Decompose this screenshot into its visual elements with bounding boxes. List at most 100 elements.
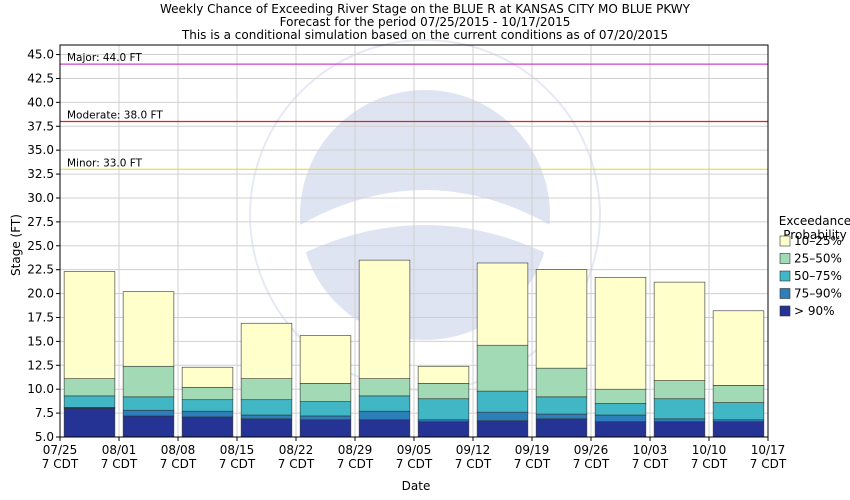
y-tick-label: 32.5 bbox=[27, 167, 54, 181]
bar-segment bbox=[181, 366, 234, 388]
bar-segment bbox=[535, 269, 588, 369]
bar-segment bbox=[712, 402, 765, 421]
y-tick-label: 45.0 bbox=[27, 48, 54, 62]
bar-segment bbox=[63, 271, 116, 379]
bar-segment bbox=[594, 277, 647, 390]
x-tick-label-time: 7 CDT bbox=[573, 457, 610, 471]
x-tick-label-time: 7 CDT bbox=[750, 457, 787, 471]
bar-segment bbox=[299, 419, 352, 438]
bar-segment bbox=[417, 398, 470, 421]
bar-segment bbox=[181, 386, 234, 401]
bar-segment bbox=[122, 291, 175, 367]
bar-segment bbox=[653, 398, 706, 420]
x-tick-label-date: 10/10 bbox=[692, 443, 727, 457]
x-tick-label-date: 09/19 bbox=[515, 443, 550, 457]
bar-segment bbox=[653, 421, 706, 438]
bar-segment bbox=[594, 421, 647, 438]
plot-frame bbox=[59, 44, 769, 438]
threshold-label: Major: 44.0 FT bbox=[67, 52, 142, 64]
bar-segment bbox=[712, 385, 765, 403]
legend-label: 25–50% bbox=[794, 252, 842, 266]
x-tick-label-date: 08/01 bbox=[102, 443, 137, 457]
bar-segment bbox=[653, 418, 706, 423]
bar-segment bbox=[653, 281, 706, 381]
bar-segment bbox=[358, 378, 411, 397]
y-tick-label: 27.5 bbox=[27, 215, 54, 229]
x-tick-label-time: 7 CDT bbox=[632, 457, 669, 471]
bar-segment bbox=[63, 395, 116, 408]
bar-segment bbox=[535, 413, 588, 420]
x-tick-label-date: 08/15 bbox=[220, 443, 255, 457]
y-tick-label: 40.0 bbox=[27, 95, 54, 109]
x-tick-label-time: 7 CDT bbox=[101, 457, 138, 471]
bar-segment bbox=[594, 388, 647, 404]
bar-segment bbox=[122, 415, 175, 438]
bar-segment bbox=[299, 401, 352, 417]
legend-swatch bbox=[779, 235, 791, 247]
y-tick-label: 20.0 bbox=[27, 287, 54, 301]
bar-segment bbox=[476, 344, 529, 392]
bar-segment bbox=[122, 396, 175, 411]
x-tick-label-time: 7 CDT bbox=[278, 457, 315, 471]
bar-segment bbox=[417, 421, 470, 438]
y-tick-label: 15.0 bbox=[27, 334, 54, 348]
legend-title: Exceedance bbox=[779, 214, 850, 228]
y-tick-label: 37.5 bbox=[27, 119, 54, 133]
x-tick-label-date: 09/05 bbox=[397, 443, 432, 457]
y-tick-label: 35.0 bbox=[27, 143, 54, 157]
bar-segment bbox=[535, 418, 588, 438]
y-axis-label: Stage (FT) bbox=[9, 214, 23, 276]
watermark-gull-wing bbox=[300, 190, 550, 255]
bar-segment bbox=[240, 378, 293, 401]
y-tick-label: 12.5 bbox=[27, 358, 54, 372]
legend-swatch bbox=[779, 305, 791, 317]
legend-label: 50–75% bbox=[794, 269, 842, 283]
y-tick-label: 10.0 bbox=[27, 382, 54, 396]
bar-segment bbox=[358, 410, 411, 421]
legend-label: 10–25% bbox=[794, 234, 842, 248]
bar-segment bbox=[122, 409, 175, 417]
bar-segment bbox=[476, 390, 529, 413]
y-tick-label: 25.0 bbox=[27, 239, 54, 253]
threshold-label: Minor: 33.0 FT bbox=[67, 157, 143, 169]
x-axis-label: Date bbox=[402, 479, 431, 493]
x-tick-label-date: 08/29 bbox=[338, 443, 373, 457]
bar-segment bbox=[240, 414, 293, 420]
x-tick-label-time: 7 CDT bbox=[396, 457, 433, 471]
chart-title-line-1: Weekly Chance of Exceeding River Stage o… bbox=[160, 2, 691, 16]
x-tick-label-time: 7 CDT bbox=[42, 457, 79, 471]
bar-segment bbox=[476, 420, 529, 438]
legend-label: > 90% bbox=[794, 304, 835, 318]
threshold-label: Moderate: 38.0 FT bbox=[67, 109, 163, 121]
bar-segment bbox=[63, 408, 116, 438]
bar-segment bbox=[299, 335, 352, 384]
bar-segment bbox=[476, 411, 529, 422]
y-tick-label: 30.0 bbox=[27, 191, 54, 205]
legend-swatch bbox=[779, 253, 791, 264]
bar-segment bbox=[181, 399, 234, 412]
bar-segment bbox=[181, 416, 234, 438]
bar-segment bbox=[594, 403, 647, 416]
bar-segment bbox=[417, 365, 470, 384]
bar-segment bbox=[240, 418, 293, 438]
x-tick-label-time: 7 CDT bbox=[219, 457, 256, 471]
x-tick-label-time: 7 CDT bbox=[455, 457, 492, 471]
bar-segment bbox=[535, 367, 588, 398]
legend-label: 75–90% bbox=[794, 287, 842, 301]
bar-segment bbox=[358, 419, 411, 438]
bar-segment bbox=[417, 383, 470, 400]
bar-segment bbox=[712, 310, 765, 386]
x-tick-label-date: 09/26 bbox=[574, 443, 609, 457]
bar-segment bbox=[653, 380, 706, 400]
x-tick-label-time: 7 CDT bbox=[514, 457, 551, 471]
x-tick-label-date: 09/12 bbox=[456, 443, 491, 457]
y-tick-label: 42.5 bbox=[27, 71, 54, 85]
bar-segment bbox=[594, 414, 647, 423]
bar-segment bbox=[240, 399, 293, 416]
x-tick-label-time: 7 CDT bbox=[337, 457, 374, 471]
bar-segment bbox=[358, 259, 411, 379]
y-tick-label: 7.5 bbox=[35, 406, 54, 420]
bar-segment bbox=[535, 396, 588, 415]
bar-segment bbox=[712, 421, 765, 438]
